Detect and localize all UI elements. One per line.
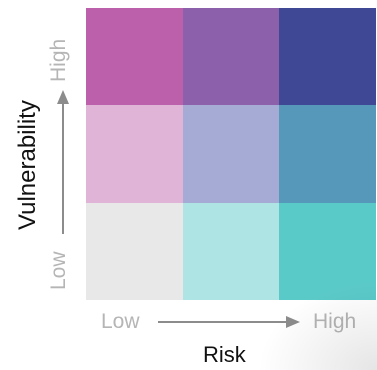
- heatmap-cell-r2-c3: [279, 105, 377, 204]
- x-axis-title: Risk: [203, 342, 246, 367]
- y-axis-title: Vulnerability: [14, 100, 41, 230]
- heatmap-cell-r3-c3: [279, 202, 377, 301]
- heatmap-cell-r1-c2: [182, 8, 280, 106]
- heatmap-cell-r2-c1: [86, 105, 184, 204]
- heatmap-cell-r3-c1: [86, 202, 184, 301]
- heatmap-cell-r3-c2: [182, 202, 280, 301]
- x-tick-high: High: [313, 310, 357, 333]
- y-tick-low: Low: [47, 251, 70, 290]
- heatmap-cell-r1-c1: [86, 8, 184, 106]
- x-axis-arrow: [158, 316, 300, 328]
- heatmap-cell-r2-c2: [182, 105, 280, 204]
- heatmap-cell-r1-c3: [279, 8, 377, 106]
- y-tick-high: High: [47, 38, 70, 82]
- y-axis-arrow: [57, 90, 69, 234]
- color-grid: [86, 8, 377, 301]
- x-tick-low: Low: [101, 310, 140, 333]
